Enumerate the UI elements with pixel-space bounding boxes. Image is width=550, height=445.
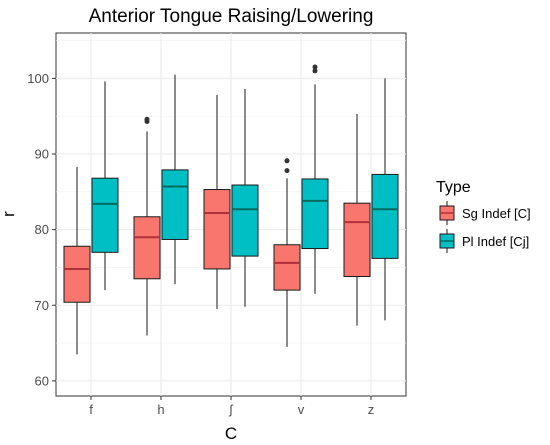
box-body	[301, 178, 329, 250]
box-body	[203, 189, 231, 270]
legend: Type Sg Indef [C] Pl Indef [Cj]	[436, 179, 531, 253]
box-body	[343, 202, 371, 278]
y-axis-title: r	[0, 211, 18, 217]
y-tick-label: 100	[27, 71, 49, 86]
box-body	[161, 169, 189, 240]
y-tick-label: 70	[35, 298, 49, 313]
box-pl-1	[161, 74, 189, 285]
box-pl-4	[371, 78, 399, 321]
legend-label: Sg Indef [C]	[462, 206, 531, 221]
chart-title: Anterior Tongue Raising/Lowering	[89, 6, 374, 27]
box-sg-3	[273, 158, 301, 347]
box-body	[91, 177, 119, 253]
box-sg-2	[203, 95, 231, 310]
x-tick-label: z	[368, 402, 375, 417]
y-tick-label: 80	[35, 222, 49, 237]
y-tick-label: 90	[35, 147, 49, 162]
x-tick-label: ʃ	[229, 402, 234, 417]
legend-label: Pl Indef [Cj]	[462, 234, 529, 249]
box-sg-4	[343, 113, 371, 326]
legend-item-pl: Pl Indef [Cj]	[439, 229, 529, 253]
box-body	[273, 244, 301, 291]
x-tick-label: f	[89, 402, 93, 417]
box-sg-0	[63, 166, 91, 355]
grid-lines	[56, 33, 406, 396]
outlier-point	[284, 168, 290, 174]
outlier-point	[284, 158, 290, 164]
legend-item-sg: Sg Indef [C]	[439, 201, 531, 225]
x-tick-label: v	[298, 402, 305, 417]
outlier-point	[312, 64, 318, 70]
x-axis-title: C	[225, 424, 237, 443]
legend-title: Type	[436, 179, 471, 196]
box-body	[371, 173, 399, 259]
box-body	[133, 216, 161, 280]
boxes	[63, 64, 399, 355]
box-body	[63, 245, 91, 303]
y-axis: 60 70 80 90 100	[27, 71, 56, 388]
y-tick-label: 60	[35, 373, 49, 388]
box-pl-2	[231, 88, 259, 307]
x-tick-label: h	[157, 402, 164, 417]
outlier-point	[312, 68, 318, 74]
box-pl-3	[301, 64, 329, 294]
box-body	[231, 184, 259, 257]
box-pl-0	[91, 81, 119, 291]
outlier-point	[144, 118, 150, 124]
box-sg-1	[133, 116, 161, 336]
